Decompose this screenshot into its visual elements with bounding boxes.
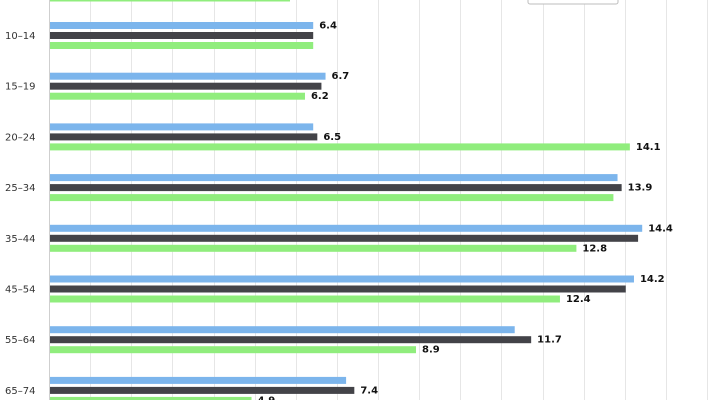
data-label: 6.2 [311,91,329,102]
bar-series-1 [50,376,347,384]
bar-series-3 [50,396,252,400]
data-label: 12.8 [582,243,607,254]
data-label: 8.9 [422,345,440,356]
bar-series-1 [50,22,314,29]
data-label: 11.7 [537,335,562,346]
bar-series-2 [50,386,355,394]
data-label: 6.5 [323,132,341,143]
category-label: 20–24 [5,132,35,143]
data-label: 14.4 [648,223,673,234]
bar-series-3 [50,346,417,354]
bar-series-3 [50,42,314,49]
bar-series-1 [50,72,326,80]
bar-series-1 [50,174,618,182]
category-label: 25–34 [5,183,35,194]
bar-series-3 [50,92,305,100]
data-label: 4.9 [258,395,276,400]
labels: 10–14 6.4 15–19 6.76.2 20–24 6.5 14.1 25–34 13.9… [5,21,673,400]
legend-box [527,0,619,5]
data-label: 6.7 [332,71,350,82]
data-label: 14.2 [640,274,665,285]
category-label: 15–19 [5,82,35,93]
bar-series-1 [50,224,643,232]
data-label: 14.1 [636,142,661,153]
bar-series-2 [50,234,639,242]
bar-series-2 [50,184,622,192]
bar-series-3 [50,295,560,303]
bar-series-2 [50,133,318,141]
data-label: 6.4 [319,21,337,32]
bar-series-1 [50,123,314,131]
bar-series-3 [50,194,614,202]
bar-series-2 [50,285,626,293]
bar-series-2 [50,336,532,344]
bar-series-1 [50,275,634,283]
data-label: 13.9 [628,183,653,194]
data-label: 12.4 [566,294,591,305]
category-label: 45–54 [5,285,35,296]
category-label: 35–44 [5,234,35,245]
bars [50,22,643,400]
bar-series-2 [50,32,314,39]
bar-series-3 [50,244,577,252]
category-label: 65–74 [5,386,35,397]
data-label: 7.4 [360,385,378,396]
bar-series-3 [50,143,630,151]
category-label: 55–64 [5,335,35,346]
category-label: 10–14 [5,31,35,42]
bar-series-1 [50,326,515,334]
bar-series-2 [50,82,322,90]
